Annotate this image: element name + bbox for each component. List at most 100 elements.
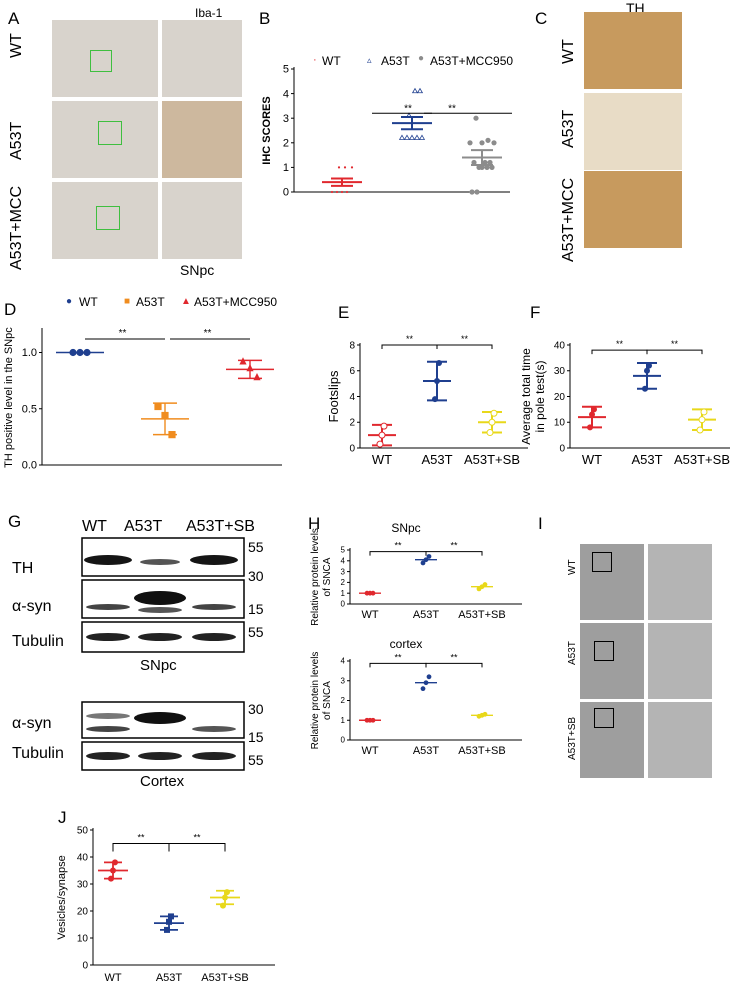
data-point <box>76 348 84 357</box>
band-asyn-a53t-lower <box>138 607 182 613</box>
a-micrograph-wt-low <box>52 20 158 97</box>
c-micrograph-mcc <box>584 171 682 248</box>
x-tick-label: WT <box>372 452 392 467</box>
data-point <box>69 348 77 357</box>
data-point <box>490 409 498 417</box>
data-point <box>350 166 354 169</box>
y-axis-label: of SNCA <box>322 681 333 720</box>
y-tick-label: 10 <box>77 933 89 944</box>
data-point <box>432 396 438 403</box>
x-tick-label: WT <box>104 972 121 984</box>
y-axis-label: in pole test(s) <box>533 360 547 432</box>
band-asyn-sb <box>192 604 236 610</box>
c-row-label-mcc: A53T+MCC <box>560 177 577 262</box>
y-tick-label: 1.0 <box>22 347 37 359</box>
data-point <box>482 159 488 166</box>
h-sig-1 <box>369 662 427 668</box>
x-tick-label: A53T <box>156 972 183 984</box>
y-tick-label: 0 <box>341 600 346 609</box>
a-micrograph-wt-high <box>162 20 242 97</box>
h-sig-1-label: ** <box>394 652 402 662</box>
y-axis-label: Footslips <box>328 370 341 423</box>
g-caption-cortex: Cortex <box>140 773 185 790</box>
data-point <box>405 112 413 118</box>
g-lane-sb: A53T+SB <box>186 518 255 535</box>
y-axis-label: Relative protein levels <box>310 528 321 626</box>
data-point <box>246 364 254 372</box>
y-axis-label: of SNCA <box>322 557 333 596</box>
data-point <box>484 164 490 170</box>
y-tick-label: 40 <box>77 852 89 863</box>
b-legend-wt-marker: · <box>313 54 317 66</box>
data-point <box>467 140 473 146</box>
band-cortex-tubulin-wt <box>86 752 130 760</box>
data-point <box>479 712 485 718</box>
data-point <box>486 429 494 437</box>
x-tick-label: A53T <box>421 452 452 467</box>
panel-g-label: G <box>8 512 22 531</box>
chart-title: cortex <box>390 637 423 651</box>
data-point <box>700 408 708 416</box>
panel-j-label: J <box>58 808 67 827</box>
x-tick-label: A53T+SB <box>674 452 730 467</box>
c-row-label-a53t: A53T <box>560 109 577 148</box>
data-point <box>335 190 339 194</box>
band-cortex-tubulin-a53t <box>138 752 182 760</box>
data-point <box>642 385 648 392</box>
y-axis-label: TH positive level in the SNpc <box>3 327 15 468</box>
data-point <box>380 422 388 430</box>
d-sig-label-1: ** <box>119 328 127 339</box>
j-sig-1-label: ** <box>137 833 145 843</box>
data-point <box>589 411 595 418</box>
band-tubulin-a53t <box>138 633 182 641</box>
d-legend-a53t: A53T <box>136 295 165 309</box>
i-em-sb-high <box>648 702 712 778</box>
b-legend-mcc: A53T+MCC950 <box>430 54 514 68</box>
data-point <box>646 362 652 369</box>
y-tick-label: 0 <box>283 187 289 199</box>
panel-a-label: A <box>8 9 20 28</box>
data-point <box>411 87 419 94</box>
data-point <box>426 674 432 680</box>
y-tick-label: 40 <box>554 340 566 351</box>
c-micrograph-wt <box>584 12 682 89</box>
data-point <box>423 680 429 686</box>
c-micrograph-a53t <box>584 93 682 170</box>
data-point <box>696 426 704 434</box>
data-point <box>239 357 247 365</box>
panel-e-label: E <box>338 303 350 322</box>
y-tick-label: 0 <box>82 960 88 971</box>
panel-d-label: D <box>4 300 17 319</box>
c-row-label-wt: WT <box>560 39 577 64</box>
data-point <box>491 140 497 146</box>
g-row-asyn: α-syn <box>12 598 52 615</box>
data-point <box>420 560 426 566</box>
data-point <box>110 867 116 874</box>
data-point <box>413 134 421 140</box>
g-lane-a53t: A53T <box>124 518 163 535</box>
y-axis-label: IHC SCORES <box>262 96 273 164</box>
y-tick-label: 1 <box>341 589 346 598</box>
e-sig-2 <box>436 344 493 349</box>
band-tubulin-sb <box>192 633 236 641</box>
band-cortex-asyn-wt-upper <box>86 713 130 719</box>
i-row-label-sb: A53T+SB <box>567 716 578 760</box>
panel-a-footer: SNpc <box>180 262 215 278</box>
data-point <box>416 87 424 94</box>
i-em-wt-low <box>580 544 644 620</box>
i-em-sb-low <box>580 702 644 778</box>
band-th-sb <box>190 555 238 565</box>
g-cortex-marker-30: 30 <box>248 701 264 717</box>
i-em-a53t-low <box>580 623 644 699</box>
i-row-label-a53t: A53T <box>567 641 578 665</box>
y-tick-label: 8 <box>349 340 355 351</box>
b-sig-label-2: ** <box>448 103 456 114</box>
y-axis-label: Relative protein levels <box>310 652 321 750</box>
d-legend-mcc: A53T+MCC950 <box>194 295 278 309</box>
a-row-label-a53t: A53T <box>8 121 25 160</box>
panel-f-label: F <box>530 303 541 322</box>
x-tick-label: WT <box>582 452 602 467</box>
y-tick-label: 1 <box>283 162 289 174</box>
y-tick-label: 10 <box>554 418 566 429</box>
data-point <box>644 367 650 374</box>
